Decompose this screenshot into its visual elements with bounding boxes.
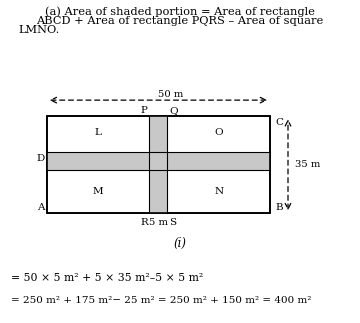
Bar xyxy=(47,116,270,213)
Text: ABCD + Area of rectangle PQRS – Area of square: ABCD + Area of rectangle PQRS – Area of … xyxy=(36,16,324,26)
Text: S: S xyxy=(169,218,176,227)
Text: = 50 × 5 m² + 5 × 35 m²–5 × 5 m²: = 50 × 5 m² + 5 × 35 m²–5 × 5 m² xyxy=(11,273,203,283)
Text: C: C xyxy=(275,118,283,127)
Bar xyxy=(47,116,270,213)
Text: P: P xyxy=(141,106,148,115)
Text: B: B xyxy=(275,203,283,212)
Text: Q: Q xyxy=(169,106,178,115)
Text: O: O xyxy=(214,128,223,137)
Text: = 250 m² + 175 m²− 25 m² = 250 m² + 150 m² = 400 m²: = 250 m² + 175 m²− 25 m² = 250 m² + 150 … xyxy=(11,296,311,305)
Bar xyxy=(149,116,167,213)
Text: A: A xyxy=(37,203,45,212)
Text: M: M xyxy=(93,187,103,196)
Text: (i): (i) xyxy=(174,237,186,250)
Text: N: N xyxy=(214,187,223,196)
Text: R: R xyxy=(140,218,148,227)
Text: L: L xyxy=(95,128,102,137)
Text: (a) Area of shaded portion = Area of rectangle: (a) Area of shaded portion = Area of rec… xyxy=(45,6,315,17)
Text: 50 m: 50 m xyxy=(158,89,184,99)
Text: LMNO.: LMNO. xyxy=(18,25,59,35)
Bar xyxy=(47,152,270,170)
Text: 35 m: 35 m xyxy=(295,160,320,169)
Text: 5 m: 5 m xyxy=(149,218,168,227)
Text: D: D xyxy=(37,154,45,163)
